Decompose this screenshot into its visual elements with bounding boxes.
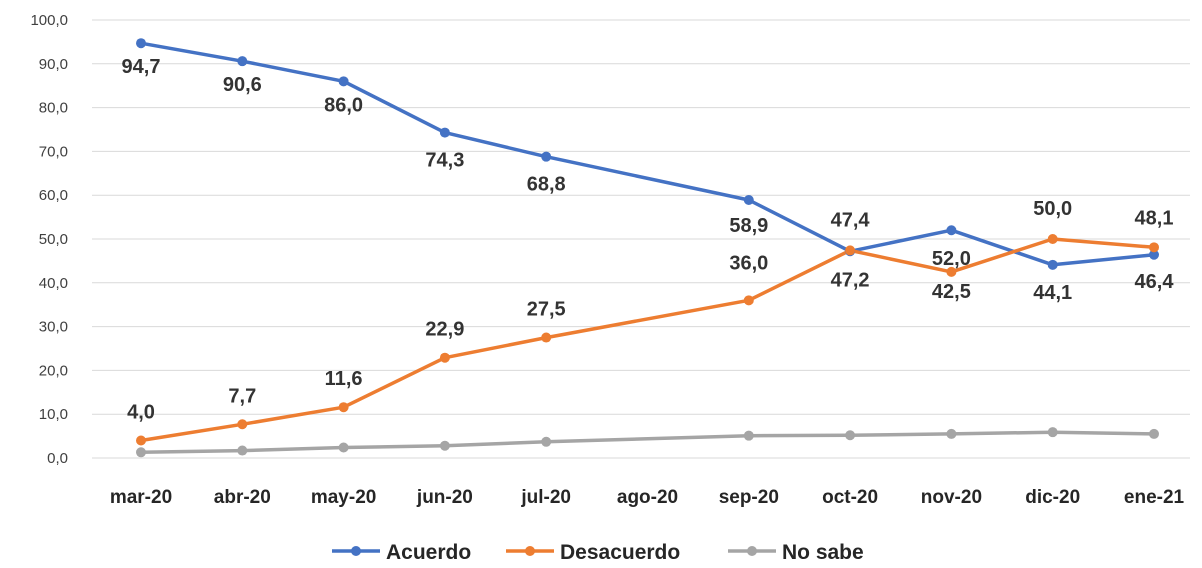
series-line-no-sabe (139, 430, 1156, 455)
y-tick-label: 70,0 (39, 143, 68, 160)
data-point-no-sabe (136, 447, 146, 458)
data-point-no-sabe (439, 440, 450, 451)
y-tick-label: 60,0 (39, 187, 68, 204)
data-label-desacuerdo: 50,0 (1033, 198, 1072, 220)
data-point-desacuerdo (743, 295, 754, 306)
data-label-acuerdo: 90,6 (223, 74, 262, 96)
y-tick-label: 90,0 (39, 56, 68, 73)
x-tick-label: may-20 (311, 487, 377, 508)
data-point-acuerdo (237, 56, 248, 67)
data-point-no-sabe (237, 445, 248, 456)
data-label-acuerdo: 46,4 (1135, 271, 1175, 293)
data-point-no-sabe (1149, 428, 1159, 439)
data-point-desacuerdo (1149, 242, 1159, 253)
data-label-desacuerdo: 11,6 (325, 368, 363, 390)
data-label-desacuerdo: 7,7 (228, 385, 256, 407)
data-label-desacuerdo: 47,4 (831, 209, 871, 231)
data-point-desacuerdo (136, 435, 146, 446)
y-tick-label: 10,0 (39, 406, 68, 423)
x-tick-label: jul-20 (520, 487, 571, 508)
data-label-desacuerdo: 22,9 (425, 319, 464, 341)
data-point-no-sabe (946, 428, 957, 439)
data-point-acuerdo (541, 151, 552, 162)
data-point-desacuerdo (541, 332, 552, 343)
legend-label-acuerdo: Acuerdo (386, 541, 471, 564)
x-tick-label: mar-20 (110, 487, 172, 508)
data-point-acuerdo (1047, 259, 1058, 270)
series-lines (139, 41, 1156, 455)
y-tick-label: 20,0 (39, 362, 68, 379)
data-point-no-sabe (541, 436, 552, 447)
y-tick-label: 50,0 (39, 231, 68, 248)
data-point-desacuerdo (1047, 234, 1058, 244)
x-tick-label: ago-20 (617, 487, 678, 508)
data-point-acuerdo (946, 225, 957, 236)
x-axis: mar-20 abr-20 may-20 jun-20 jul-20 ago-20 sep-… (110, 487, 1185, 508)
data-label-acuerdo: 47,2 (831, 269, 870, 291)
data-point-no-sabe (845, 430, 856, 441)
y-tick-label: 0,0 (47, 450, 68, 467)
x-tick-label: ene-21 (1124, 487, 1185, 508)
data-point-no-sabe (338, 442, 349, 453)
data-point-acuerdo (439, 127, 450, 138)
series-line-acuerdo (139, 41, 1156, 267)
x-tick-label: sep-20 (719, 487, 779, 508)
x-tick-label: oct-20 (822, 487, 878, 508)
data-label-desacuerdo: 42,5 (932, 281, 971, 303)
data-label-acuerdo: 58,9 (729, 215, 768, 237)
y-tick-label: 40,0 (39, 275, 68, 292)
data-point-acuerdo (1149, 249, 1159, 260)
legend-marker-no-sabe (747, 546, 757, 556)
legend-label-desacuerdo: Desacuerdo (560, 541, 680, 564)
data-label-acuerdo: 68,8 (527, 174, 566, 196)
y-axis: 0,0 10,0 20,0 30,0 40,0 50,0 60,0 70,0 80,0 90,0 1… (30, 12, 68, 467)
y-tick-label: 100,0 (30, 12, 68, 29)
data-point-acuerdo (338, 76, 349, 87)
x-tick-label: nov-20 (921, 487, 982, 508)
data-label-acuerdo: 52,0 (932, 248, 971, 270)
series-points (136, 38, 1159, 458)
x-tick-label: abr-20 (214, 487, 271, 508)
data-point-no-sabe (1047, 427, 1058, 438)
data-label-acuerdo: 44,1 (1033, 282, 1072, 304)
legend-marker-desacuerdo (525, 546, 535, 556)
y-tick-label: 80,0 (39, 100, 68, 117)
legend: Acuerdo Desacuerdo No sabe (332, 541, 864, 564)
data-point-acuerdo (136, 38, 146, 49)
data-point-desacuerdo (237, 419, 248, 430)
data-point-desacuerdo (946, 266, 957, 277)
data-point-desacuerdo (338, 402, 349, 413)
data-label-desacuerdo: 4,0 (127, 401, 155, 423)
data-label-desacuerdo: 48,1 (1135, 207, 1174, 229)
data-point-acuerdo (743, 195, 754, 206)
data-label-desacuerdo: 36,0 (729, 252, 768, 274)
data-label-desacuerdo: 27,5 (527, 299, 566, 321)
data-label-acuerdo: 74,3 (425, 150, 464, 172)
x-tick-label: jun-20 (416, 487, 473, 508)
series-line-desacuerdo (139, 237, 1156, 443)
grid (92, 19, 1190, 459)
y-tick-label: 30,0 (39, 319, 68, 336)
data-labels: 94,7 90,6 86,0 74,3 68,8 58,9 47,2 52,0 44,1 46,4… (122, 56, 1175, 423)
data-point-no-sabe (743, 430, 754, 441)
data-point-desacuerdo (439, 352, 450, 363)
data-label-acuerdo: 86,0 (324, 94, 363, 116)
data-point-desacuerdo (845, 245, 856, 256)
x-tick-label: dic-20 (1025, 487, 1080, 508)
legend-label-no-sabe: No sabe (782, 541, 864, 564)
legend-marker-acuerdo (351, 546, 361, 556)
data-label-acuerdo: 94,7 (122, 56, 161, 78)
